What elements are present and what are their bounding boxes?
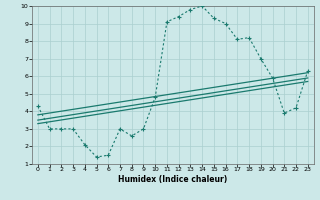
X-axis label: Humidex (Indice chaleur): Humidex (Indice chaleur) (118, 175, 228, 184)
